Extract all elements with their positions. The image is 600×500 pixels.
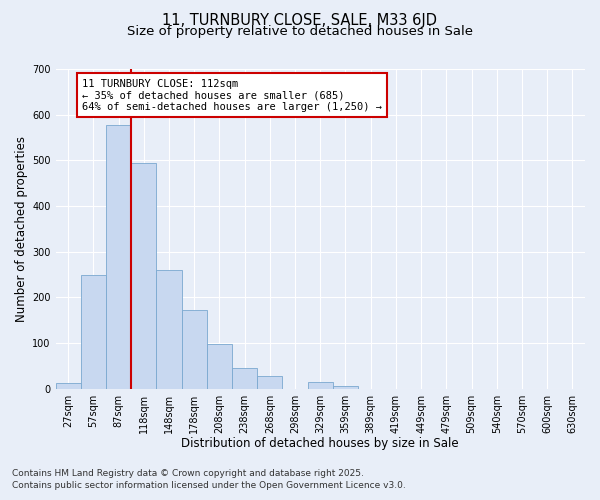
Text: Contains public sector information licensed under the Open Government Licence v3: Contains public sector information licen…	[12, 481, 406, 490]
X-axis label: Distribution of detached houses by size in Sale: Distribution of detached houses by size …	[181, 437, 459, 450]
Bar	[207, 344, 232, 389]
Bar	[308, 382, 333, 388]
Bar	[157, 270, 182, 388]
Bar	[232, 368, 257, 388]
Y-axis label: Number of detached properties: Number of detached properties	[15, 136, 28, 322]
Text: 11 TURNBURY CLOSE: 112sqm
← 35% of detached houses are smaller (685)
64% of semi: 11 TURNBURY CLOSE: 112sqm ← 35% of detac…	[82, 78, 382, 112]
Bar	[106, 124, 131, 388]
Text: Size of property relative to detached houses in Sale: Size of property relative to detached ho…	[127, 25, 473, 38]
Bar	[182, 310, 207, 388]
Bar	[131, 162, 157, 388]
Text: 11, TURNBURY CLOSE, SALE, M33 6JD: 11, TURNBURY CLOSE, SALE, M33 6JD	[163, 12, 437, 28]
Text: Contains HM Land Registry data © Crown copyright and database right 2025.: Contains HM Land Registry data © Crown c…	[12, 468, 364, 477]
Bar	[81, 276, 106, 388]
Bar	[333, 386, 358, 388]
Bar	[257, 376, 283, 388]
Bar	[56, 383, 81, 388]
